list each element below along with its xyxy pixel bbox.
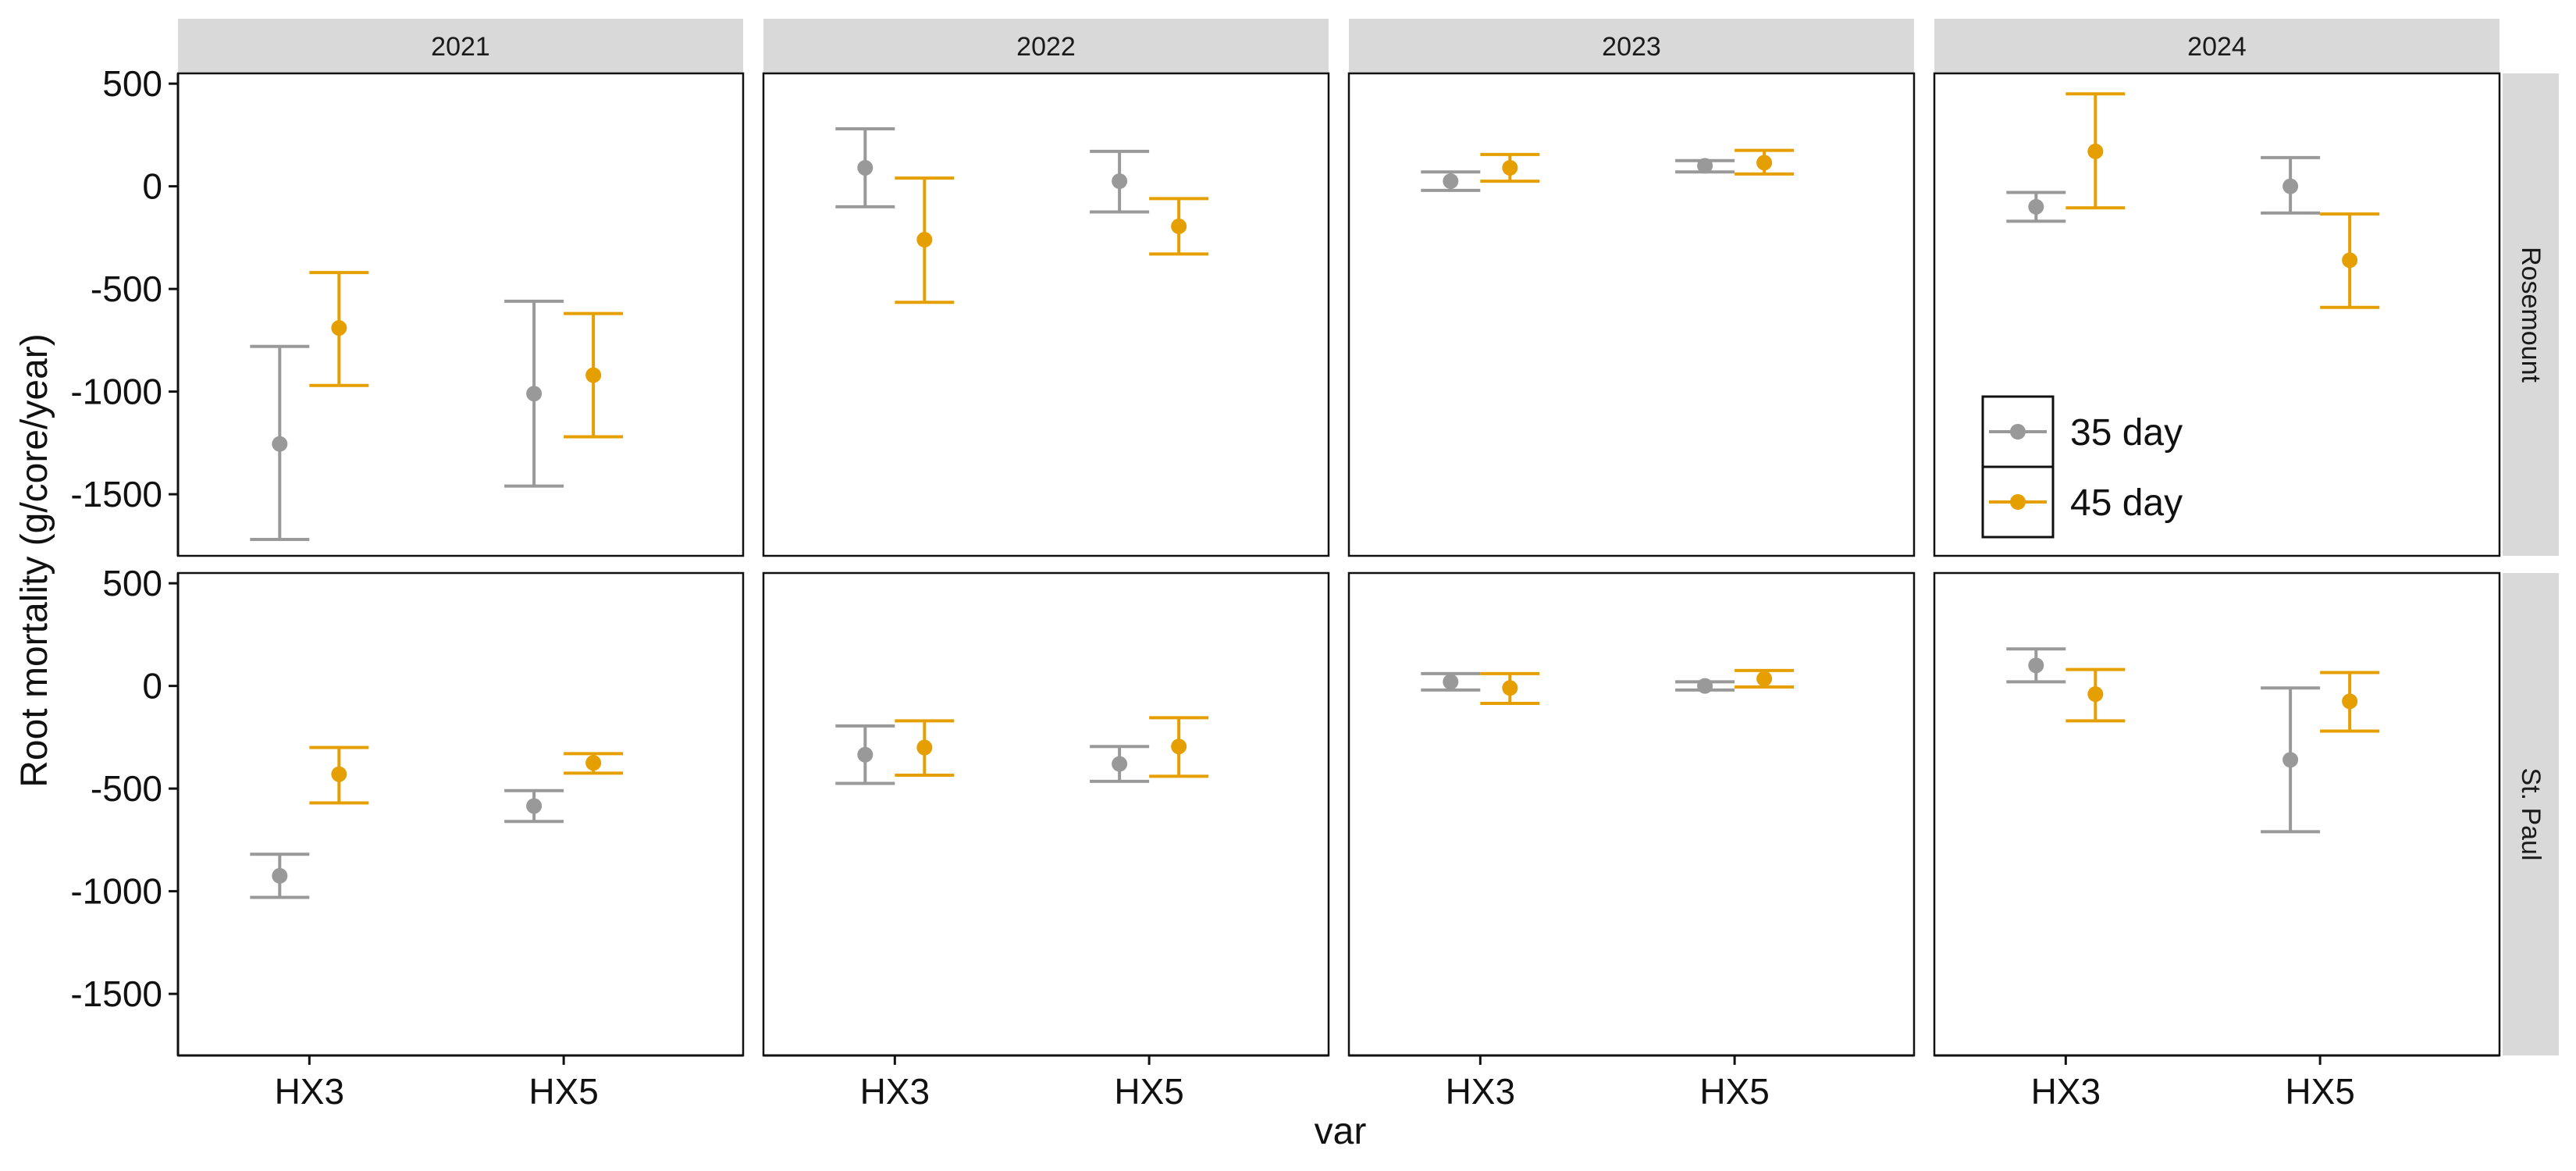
row-strip-label: Rosemount (2516, 247, 2546, 383)
x-tick-label: HX3 (2031, 1071, 2101, 1112)
data-point (1756, 155, 1773, 171)
y-tick-label: -1000 (70, 871, 162, 912)
col-strip-2023 (1349, 19, 1914, 73)
data-point (2028, 657, 2044, 674)
y-tick-label: 0 (142, 666, 162, 707)
data-point (331, 766, 347, 782)
legend-label: 35 day (2070, 412, 2183, 454)
panel-border (1933, 571, 2501, 1057)
col-strip-label: 2024 (2187, 32, 2247, 62)
data-point (272, 867, 288, 884)
col-strip-label: 2023 (1602, 32, 1661, 62)
data-point (2087, 143, 2104, 159)
y-tick-label: -1500 (70, 474, 162, 514)
legend-label: 45 day (2070, 482, 2183, 524)
chart-layer: 2021 2022 2023 2024 Rosemount St. Paul 500 0 -50… (70, 19, 2559, 1112)
data-point (1112, 756, 1128, 772)
row-strip-rosemount (2503, 73, 2559, 556)
panel-border (1933, 72, 2501, 557)
data-point (585, 367, 602, 383)
col-strip-label: 2021 (431, 32, 490, 62)
data-point (1502, 159, 1518, 176)
data-point (1502, 680, 1518, 696)
data-point (916, 232, 933, 248)
row-strip-st-paul (2503, 573, 2559, 1055)
col-strip-label: 2022 (1016, 32, 1076, 62)
y-tick-label: -500 (91, 768, 162, 809)
x-tick-label: HX5 (1114, 1071, 1183, 1112)
y-tick-label: -1500 (70, 973, 162, 1014)
data-point (2342, 252, 2358, 269)
col-strip-2024 (1934, 19, 2500, 73)
data-point (1171, 739, 1187, 755)
legend-point (2010, 424, 2026, 440)
col-strip-2021 (178, 19, 743, 73)
data-point (1112, 173, 1128, 190)
data-point (1697, 158, 1713, 174)
data-point (272, 436, 288, 452)
row-strip-label: St. Paul (2516, 767, 2546, 860)
panel-border (176, 72, 745, 557)
x-tick-label: HX5 (1699, 1071, 1769, 1112)
data-point (857, 746, 873, 763)
y-tick-label: 0 (142, 166, 162, 207)
x-tick-label: HX3 (275, 1071, 344, 1112)
col-strip-2022 (763, 19, 1329, 73)
data-point (1756, 671, 1773, 687)
x-tick-label: HX3 (860, 1071, 930, 1112)
data-point (1443, 674, 1459, 690)
panel-border (176, 571, 745, 1057)
data-point (2342, 693, 2358, 710)
y-tick-label: 500 (102, 563, 162, 603)
data-point (857, 159, 873, 176)
data-point (526, 798, 543, 814)
panel-border (762, 571, 1330, 1057)
legend-point (2010, 494, 2026, 510)
y-tick-label: -1000 (70, 372, 162, 412)
x-tick-label: HX5 (528, 1071, 598, 1112)
data-point (1697, 678, 1713, 694)
x-tick-label: HX3 (1446, 1071, 1515, 1112)
panel-border (1347, 571, 1916, 1057)
data-point (331, 320, 347, 336)
data-point (2087, 686, 2104, 703)
data-point (1171, 218, 1187, 234)
panel-border (1347, 72, 1916, 557)
data-point (916, 739, 933, 756)
y-tick-label: 500 (102, 63, 162, 104)
y-axis-title: Root mortality (g/core/year) (14, 333, 55, 788)
data-point (2282, 178, 2299, 194)
y-tick-label: -500 (91, 269, 162, 309)
x-tick-label: HX5 (2285, 1071, 2354, 1112)
panel-border (762, 72, 1330, 557)
data-point (526, 386, 543, 402)
data-point (585, 755, 602, 771)
data-point (2028, 198, 2044, 215)
data-point (1443, 173, 1459, 190)
x-axis-title: var (1315, 1111, 1367, 1152)
data-point (2282, 752, 2299, 768)
